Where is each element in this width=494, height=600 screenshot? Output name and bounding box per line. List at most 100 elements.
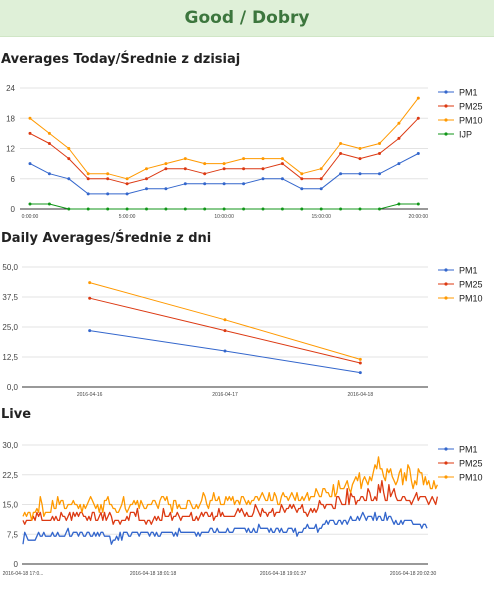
y-tick-label: 25,0 [2,323,18,332]
data-point-pm25 [261,167,265,171]
data-point-ijp [145,207,148,211]
series-line-pm1 [22,511,428,545]
data-point-pm10 [164,162,168,166]
legend-label-pm1: PM1 [459,266,478,276]
data-point-pm25 [339,152,343,155]
legend-label-pm25: PM25 [459,102,483,112]
live-chart: 0 7,5 15,0 22,5 30,0 2016-04-18 17:0... 2016-0… [2,441,482,577]
data-point-pm10 [88,281,92,285]
legend-marker-pm10 [444,118,448,122]
legend-marker-pm25 [444,461,448,465]
x-tick-label: 2016-04-16 [77,392,103,398]
data-point-ijp [300,207,304,211]
y-tick-label: 30,0 [2,441,18,450]
legend-marker-pm1 [444,268,448,272]
y-tick-label: 0 [14,560,19,569]
legend-marker-pm25 [444,282,448,286]
x-tick-label: 2016-04-18 20:02:30 [390,571,437,577]
data-point-ijp [339,207,343,211]
y-tick-label: 37,5 [2,293,18,302]
y-tick-label: 7,5 [7,530,19,539]
data-point-pm10 [222,162,226,166]
data-point-pm25 [397,136,401,140]
data-point-pm1 [183,182,187,186]
series-line-pm25 [22,480,439,525]
data-point-pm25 [358,157,362,161]
data-point-pm25 [145,177,148,181]
x-tick-label: 5:00:00 [119,214,136,220]
data-point-ijp [222,207,226,211]
data-point-pm1 [67,177,71,181]
data-point-pm25 [416,116,420,120]
data-point-pm1 [223,349,227,353]
y-tick-label: 24 [6,84,15,93]
legend-label-pm1: PM1 [459,88,478,98]
y-tick-label: 6 [11,175,16,184]
data-point-pm25 [319,177,323,181]
x-tick-label: 20:00:00 [409,214,429,220]
data-point-ijp [106,207,110,211]
y-tick-label: 0 [11,205,16,214]
data-point-pm10 [416,96,420,100]
data-point-pm25 [223,329,227,333]
legend-marker-ijp [444,132,448,136]
y-tick-label: 18 [6,114,15,123]
data-point-pm10 [358,147,362,150]
data-point-pm10 [261,157,265,161]
y-tick-label: 50,0 [2,263,18,272]
data-point-ijp [47,202,51,206]
data-point-pm10 [86,172,90,176]
data-point-ijp [28,202,32,206]
data-point-ijp [67,207,71,211]
data-point-pm10 [378,142,381,145]
data-point-pm10 [358,357,362,361]
data-point-pm1 [416,152,420,155]
x-tick-label: 2016-04-17 [212,392,238,398]
data-point-pm1 [280,177,284,181]
x-tick-label: 2016-04-18 19:01:37 [260,571,307,577]
x-tick-label: 2016-04-18 [348,392,374,398]
data-point-pm1 [397,162,401,166]
data-point-pm10 [125,177,129,181]
data-point-pm10 [183,157,187,161]
y-tick-label: 12,5 [2,353,18,362]
data-point-ijp [242,207,246,211]
data-point-pm1 [86,192,90,196]
y-tick-label: 12 [6,145,15,154]
data-point-pm1 [88,329,92,333]
legend-marker-pm10 [444,475,448,479]
data-point-pm25 [242,167,246,171]
data-point-ijp [86,207,90,211]
data-point-ijp [164,207,168,211]
legend-marker-pm25 [444,104,448,108]
data-point-ijp [125,207,129,211]
series-line-pm10 [29,97,419,180]
data-point-pm10 [397,121,401,125]
data-point-pm25 [47,142,51,145]
data-point-ijp [358,207,362,211]
data-point-pm1 [319,187,323,191]
data-point-pm25 [378,152,381,155]
legend-marker-pm1 [444,447,448,451]
data-point-pm10 [339,142,343,145]
data-point-pm10 [223,318,227,322]
data-point-ijp [261,207,265,211]
data-point-pm1 [300,187,304,191]
data-point-pm10 [242,157,246,161]
daily-averages-title: Daily Averages/Średnie z dni [1,231,212,246]
legend-label-pm25: PM25 [459,280,483,290]
averages-today-title: Averages Today/Średnie z dzisiaj [1,52,241,67]
series-line-pm10 [22,456,438,522]
data-point-pm10 [145,167,148,171]
data-point-pm25 [300,177,304,181]
data-point-pm25 [358,361,362,365]
data-point-pm25 [88,296,92,300]
data-point-pm10 [28,116,32,120]
data-point-pm10 [106,172,110,176]
data-point-pm25 [280,162,284,166]
daily-averages-chart: 0,0 12,5 25,0 37,5 50,0 2016-04-16 2016-04-17 2… [2,263,483,398]
legend-label-pm10: PM10 [459,116,483,126]
data-point-pm25 [164,167,168,171]
data-point-pm25 [222,167,226,171]
data-point-ijp [183,207,187,211]
